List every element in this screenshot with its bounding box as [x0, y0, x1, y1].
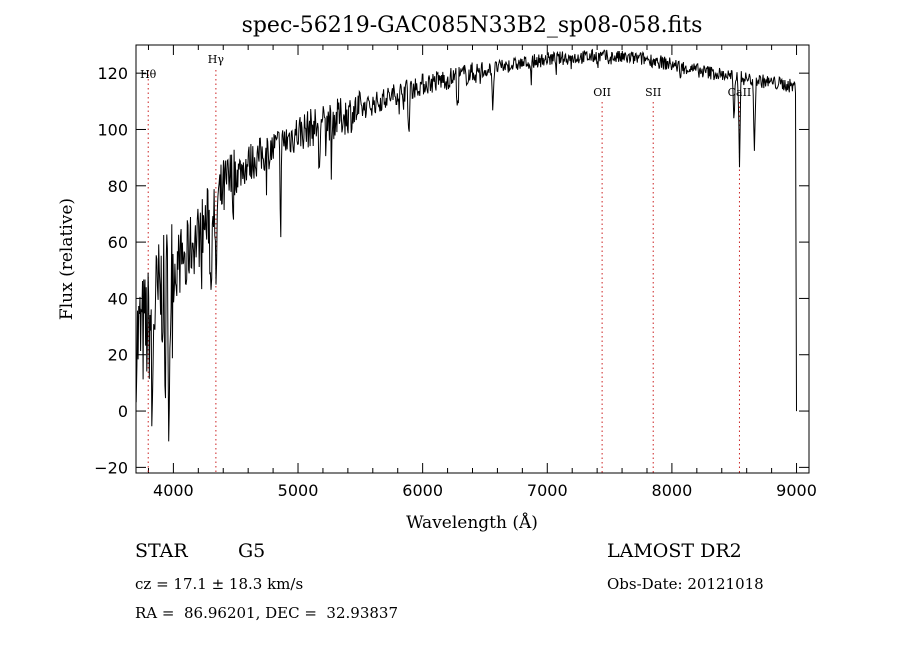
- spectrum-line: [135, 48, 797, 442]
- y-tick-label: 0: [118, 402, 128, 421]
- y-axis-label: Flux (relative): [57, 198, 77, 320]
- survey-name: LAMOST DR2: [607, 540, 742, 562]
- x-tick-label: 8000: [652, 481, 693, 500]
- chart-title: spec-56219-GAC085N33B2_sp08-058.fits: [242, 13, 703, 38]
- y-tick-label: 80: [108, 177, 128, 196]
- object-subclass: G5: [238, 540, 266, 562]
- coordinates-text: RA = 86.96201, DEC = 32.93837: [135, 604, 399, 622]
- x-tick-label: 7000: [527, 481, 568, 500]
- object-class: STAR: [135, 540, 188, 562]
- y-tick-label: 100: [97, 120, 128, 139]
- line-label: Hθ: [140, 68, 157, 81]
- x-tick-label: 6000: [402, 481, 443, 500]
- line-label: CaII: [728, 86, 752, 99]
- y-tick-label: 60: [108, 233, 128, 252]
- obs-date-text: Obs-Date: 20121018: [607, 575, 764, 593]
- redshift-text: cz = 17.1 ± 18.3 km/s: [135, 575, 304, 593]
- line-label: SII: [645, 86, 661, 99]
- y-tick-label: 120: [97, 64, 128, 83]
- y-tick-label: 20: [108, 346, 128, 365]
- axis-ticks: 4000 5000 6000 7000 8000 9000 −20 0 20 40 60 80 100 1…: [94, 45, 817, 500]
- spectral-line-markers: Hθ Hγ OII SII CaII: [140, 53, 751, 473]
- x-tick-label: 9000: [776, 481, 817, 500]
- x-axis-label: Wavelength (Å): [406, 512, 538, 533]
- line-label: Hγ: [208, 53, 225, 66]
- plot-frame: [135, 44, 810, 474]
- line-label: OII: [593, 86, 611, 99]
- y-tick-label: 40: [108, 289, 128, 308]
- x-tick-label: 4000: [153, 481, 194, 500]
- y-tick-label: −20: [94, 458, 128, 477]
- x-tick-label: 5000: [278, 481, 319, 500]
